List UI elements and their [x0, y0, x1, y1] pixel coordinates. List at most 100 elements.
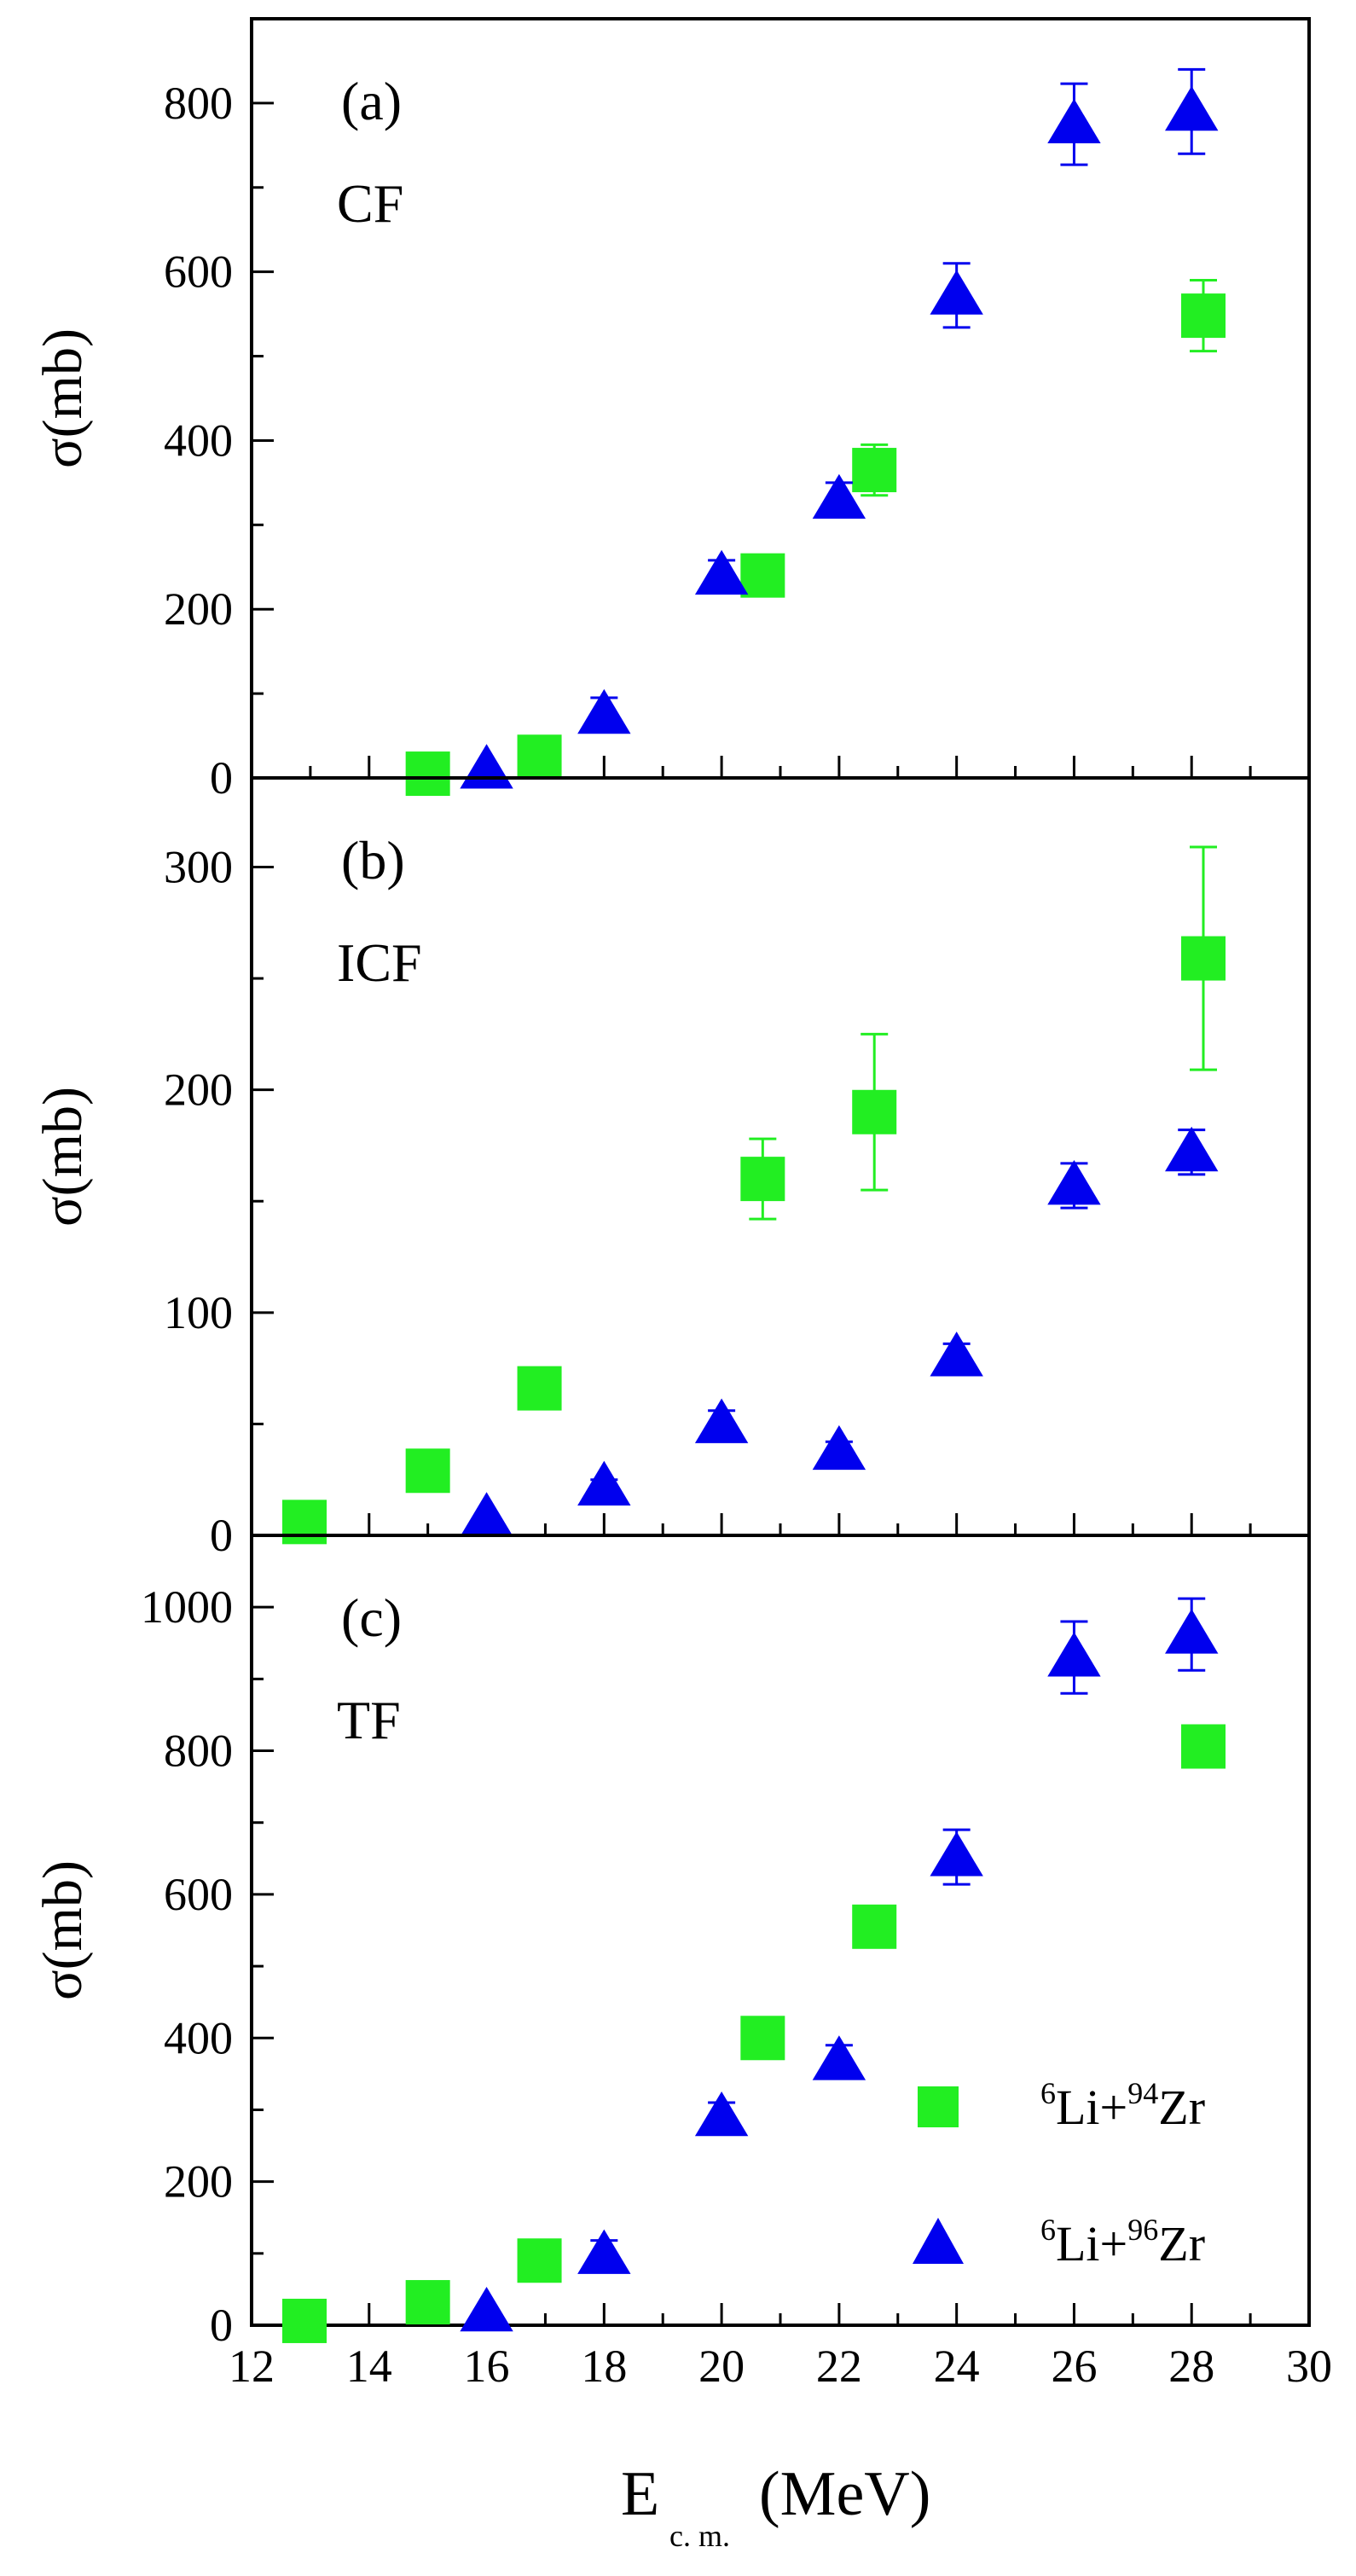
data-point-square	[405, 1448, 450, 1494]
data-point-square	[517, 1366, 562, 1411]
data-point-square	[1181, 1724, 1226, 1769]
legend-text-part: Zr	[1158, 2216, 1205, 2271]
x-tick-label: 22	[816, 2341, 862, 2392]
x-tick-label: 24	[934, 2341, 980, 2392]
data-point-triangle	[930, 1332, 983, 1377]
data-point-square	[517, 2238, 562, 2283]
data-point-triangle	[812, 1424, 866, 1471]
data-point-triangle	[1165, 1126, 1219, 1172]
x-tick-label: 14	[346, 2341, 392, 2392]
panel-a: 0 200 400 600 800 σ(mb) (a) CF	[32, 17, 1311, 804]
y-tick-label: 400	[164, 2012, 233, 2063]
panel-tag: (c)	[341, 1587, 402, 1648]
x-tick-label: 30	[1286, 2341, 1332, 2392]
panel-reaction-label: ICF	[337, 932, 422, 993]
data-point-triangle	[1047, 98, 1101, 144]
data-point-triangle	[812, 473, 866, 519]
y-tick-label: 0	[210, 2300, 233, 2351]
data-point-triangle	[577, 2229, 631, 2274]
x-axis-label-main: E	[621, 2459, 659, 2529]
data-point-square	[282, 1500, 327, 1545]
data-point-square	[852, 1089, 897, 1134]
data-point-square	[405, 751, 450, 797]
x-tick-label: 12	[229, 2341, 275, 2392]
data-point-square	[517, 734, 562, 780]
legend-marker-triangle	[913, 2218, 964, 2264]
data-point-square	[405, 2280, 450, 2325]
x-tick-label: 28	[1168, 2341, 1214, 2392]
x-axis-label-unit: (MeV)	[759, 2459, 930, 2529]
panel-frame	[250, 1534, 1311, 2327]
panel-tag: (b)	[341, 830, 405, 891]
series-li94	[282, 845, 1226, 1545]
legend-label: 6Li+94Zr	[1040, 2076, 1205, 2135]
series-li94	[405, 279, 1226, 797]
y-tick-label: 800	[164, 1726, 233, 1777]
y-tick-label: 800	[164, 78, 233, 129]
y-axis-label: σ(mb)	[32, 1087, 94, 1227]
legend-superscript: 6	[1040, 2213, 1056, 2247]
y-tick-label: 1000	[141, 1581, 233, 1633]
data-point-square	[1181, 936, 1226, 981]
panel-frame	[250, 17, 1311, 780]
data-point-triangle	[1047, 1632, 1101, 1677]
data-point-triangle	[694, 2091, 749, 2137]
panel-reaction-label: CF	[337, 173, 403, 234]
data-point-square	[852, 1904, 897, 1949]
y-axis-label: σ(mb)	[32, 328, 94, 468]
y-tick-label: 300	[164, 841, 233, 892]
data-point-triangle	[460, 2286, 513, 2332]
data-point-square	[1181, 293, 1226, 339]
legend-superscript: 94	[1127, 2076, 1158, 2110]
series-li96	[460, 1126, 1219, 1537]
y-tick-label: 0	[210, 752, 233, 804]
x-axis-label-subscript: c. m.	[669, 2519, 730, 2553]
y-tick-label: 200	[164, 1065, 233, 1116]
panel-tag: (a)	[341, 71, 402, 131]
x-tick-label: 18	[581, 2341, 627, 2392]
panel-b: 0 100 200 300 σ(mb) (b) ICF	[32, 776, 1311, 1561]
y-tick-label: 200	[164, 583, 233, 635]
panel-reaction-label: TF	[337, 1690, 401, 1750]
legend-superscript: 6	[1040, 2076, 1056, 2110]
x-tick-label: 26	[1051, 2341, 1097, 2392]
legend-marker-square	[918, 2086, 959, 2127]
data-point-square	[282, 2298, 327, 2343]
y-tick-label: 400	[164, 415, 233, 466]
data-point-square	[852, 448, 897, 493]
x-tick-label: 20	[698, 2341, 745, 2392]
legend-text-part: Li+	[1056, 2080, 1127, 2135]
y-tick-label: 200	[164, 2156, 233, 2208]
data-point-triangle	[460, 1492, 513, 1537]
y-axis-label: σ(mb)	[32, 1860, 94, 2000]
data-point-square	[740, 2016, 785, 2061]
data-point-triangle	[1165, 1609, 1219, 1654]
y-tick-label: 0	[210, 1510, 233, 1561]
legend-superscript: 96	[1127, 2213, 1158, 2247]
data-point-triangle	[930, 1831, 983, 1877]
data-point-triangle	[460, 744, 513, 789]
series-li94	[282, 1724, 1226, 2343]
data-point-triangle	[694, 549, 749, 595]
data-point-square	[740, 1157, 785, 1202]
x-axis-label: Ec. m. (MeV)	[621, 2459, 930, 2553]
data-point-triangle	[577, 1460, 631, 1506]
legend-label: 6Li+96Zr	[1040, 2213, 1205, 2271]
y-tick-label: 100	[164, 1287, 233, 1338]
panel-frame	[250, 776, 1311, 1537]
x-tick-label: 16	[464, 2341, 510, 2392]
data-point-triangle	[1047, 1160, 1101, 1205]
data-point-triangle	[930, 270, 983, 315]
data-point-square	[740, 553, 785, 598]
data-point-triangle	[694, 1398, 749, 1443]
series-li96	[460, 1597, 1219, 2332]
data-point-triangle	[1165, 85, 1219, 131]
series-li96	[460, 67, 1219, 789]
data-point-triangle	[812, 2035, 866, 2080]
legend-text-part: Zr	[1158, 2080, 1205, 2135]
data-point-triangle	[577, 688, 631, 734]
panel-c: 0 200 400 600 800 1000 σ(mb) (c) TF	[32, 1534, 1311, 2351]
